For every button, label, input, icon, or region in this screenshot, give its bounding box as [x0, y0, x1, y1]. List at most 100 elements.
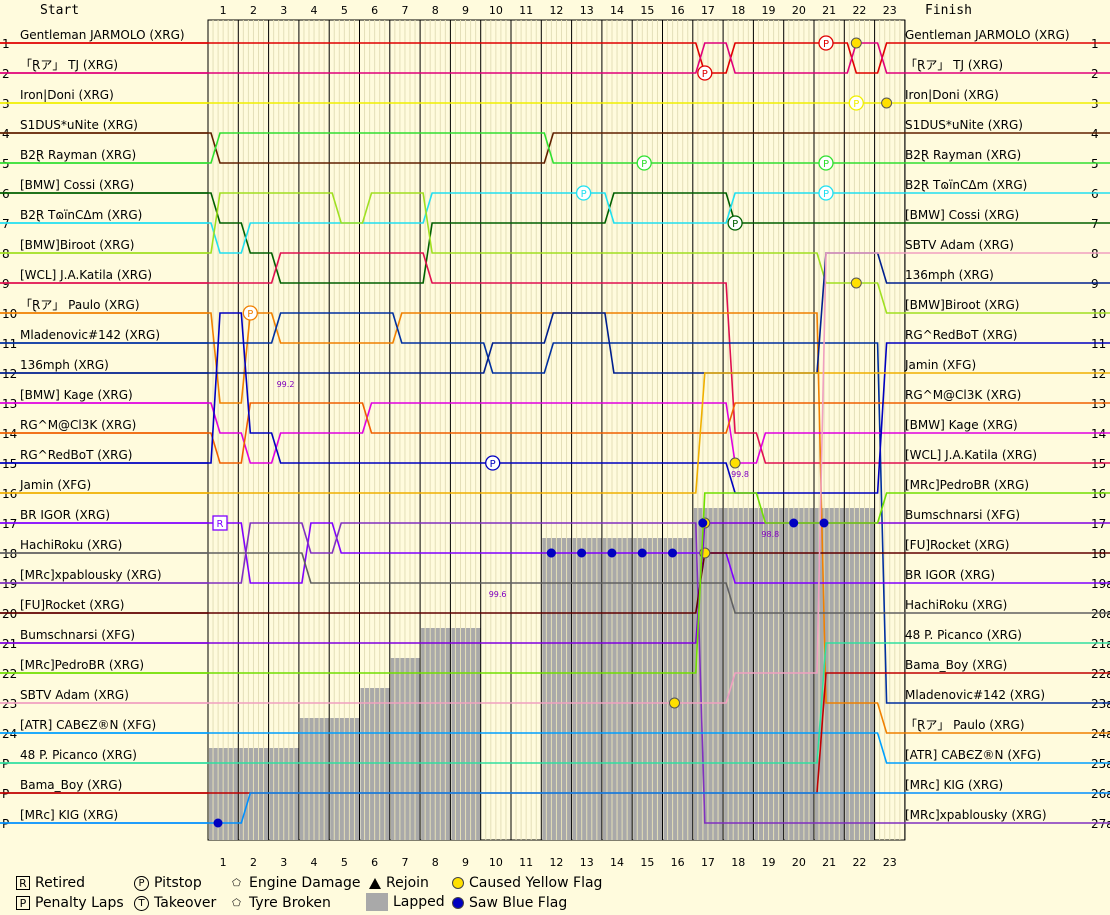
- lap-number-top: 18: [731, 4, 745, 17]
- start-driver-label: [ATR] CABЄZ®N (XFG): [20, 718, 156, 732]
- series-line: [0, 132, 1110, 164]
- position-number-right: 8: [1091, 247, 1099, 261]
- lap-number-bottom: 12: [549, 856, 563, 869]
- start-driver-label: SBTV Adam (XRG): [20, 688, 129, 702]
- position-number-right: 12: [1091, 367, 1106, 381]
- yellow-flag-marker: [850, 277, 862, 289]
- engine-damage-annotation: 99.8: [731, 470, 749, 479]
- lap-number-bottom: 18: [731, 856, 745, 869]
- lap-number-top: 11: [519, 4, 533, 17]
- lap-number-bottom: 7: [401, 856, 408, 869]
- lap-number-top: 23: [883, 4, 897, 17]
- lap-number-bottom: 9: [462, 856, 469, 869]
- finish-driver-label: [MRc]PedroBR (XRG): [905, 478, 1029, 492]
- start-driver-label: S1DUS*uNite (XRG): [20, 118, 138, 132]
- finish-driver-label: [BMW] Cossi (XRG): [905, 208, 1019, 222]
- lap-number-top: 5: [341, 4, 348, 17]
- position-number-right: 23a: [1091, 697, 1110, 711]
- start-driver-label: Iron|Doni (XRG): [20, 88, 114, 102]
- series-line: [0, 732, 1110, 764]
- pitstop-marker-label: P: [702, 69, 708, 80]
- legend-rejoin: Rejoin: [369, 875, 429, 891]
- lap-number-bottom: 14: [610, 856, 624, 869]
- pitstop-marker: [727, 215, 743, 231]
- position-number-left: 2: [2, 67, 10, 81]
- pitstop-marker: [636, 155, 652, 171]
- lap-number-bottom: 8: [432, 856, 439, 869]
- lap-number-top: 17: [701, 4, 715, 17]
- series-line: [0, 42, 1110, 74]
- finish-driver-label: Bama_Boy (XRG): [905, 658, 1007, 672]
- position-number-left: 16: [2, 487, 17, 501]
- position-number-right: 18: [1091, 547, 1106, 561]
- yellow-flag-icon: [452, 877, 464, 889]
- position-number-left: 21: [2, 637, 17, 651]
- lap-number-bottom: 20: [792, 856, 806, 869]
- legend-yellow: Caused Yellow Flag: [452, 875, 602, 891]
- start-driver-label: RG^RedBoT (XRG): [20, 448, 132, 462]
- blue-flag-marker: [789, 518, 799, 528]
- finish-driver-label: B2Ɽ TɷïnCΔm (XRG): [905, 178, 1027, 192]
- finish-driver-label: [ATR] CABЄZ®N (XFG): [905, 748, 1041, 762]
- lap-number-bottom: 2: [250, 856, 257, 869]
- lap-number-top: 21: [822, 4, 836, 17]
- pitstop-marker-label: P: [490, 459, 496, 470]
- legend-tyre: ⬠ Tyre Broken: [229, 895, 331, 911]
- pitstop-marker: [242, 305, 258, 321]
- takeover-icon: T: [134, 895, 149, 911]
- finish-driver-label: HachiRoku (XRG): [905, 598, 1007, 612]
- position-number-right: 9: [1091, 277, 1099, 291]
- yellow-flag-marker: [850, 37, 862, 49]
- lap-number-top: 4: [311, 4, 318, 17]
- blue-flag-marker: [698, 518, 708, 528]
- series-line: [0, 792, 1110, 824]
- legend-label: Rejoin: [386, 875, 429, 891]
- retired-marker-label: R: [217, 519, 224, 530]
- start-driver-label: 48 P. Picanco (XRG): [20, 748, 137, 762]
- start-driver-label: 「Ɽア」 Paulo (XRG): [20, 298, 140, 312]
- position-number-right: 1: [1091, 37, 1099, 51]
- position-number-right: 14: [1091, 427, 1106, 441]
- lap-number-top: 3: [280, 4, 287, 17]
- finish-driver-label: S1DUS*uNite (XRG): [905, 118, 1023, 132]
- start-driver-label: 136mph (XRG): [20, 358, 109, 372]
- lap-chart-svg: Start Finish11223344556677889910101111121…: [0, 3, 1110, 869]
- pitstop-marker: [818, 155, 834, 171]
- blue-flag-marker: [637, 548, 647, 558]
- position-number-right: 11: [1091, 337, 1106, 351]
- lap-number-top: 8: [432, 4, 439, 17]
- start-driver-label: [BMW] Cossi (XRG): [20, 178, 134, 192]
- lap-number-top: 6: [371, 4, 378, 17]
- position-number-right: 4: [1091, 127, 1099, 141]
- position-number-left: P: [2, 787, 9, 801]
- finish-driver-label: [WCL] J.A.Katila (XRG): [905, 448, 1037, 462]
- penalty-laps-icon: P: [16, 896, 30, 910]
- series-line: [0, 192, 1110, 254]
- lapped-swatch: [366, 893, 388, 911]
- position-number-right: 19a: [1091, 577, 1110, 591]
- start-driver-label: [BMW] Kage (XRG): [20, 388, 133, 402]
- start-driver-label: HachiRoku (XRG): [20, 538, 122, 552]
- series-line: [0, 42, 1110, 74]
- start-driver-label: [MRc] KIG (XRG): [20, 808, 118, 822]
- position-number-left: 4: [2, 127, 10, 141]
- series-line: [0, 402, 1110, 464]
- legend-label: Retired: [35, 875, 86, 891]
- blue-flag-marker: [577, 548, 587, 558]
- position-number-left: 17: [2, 517, 17, 531]
- position-number-left: 19: [2, 577, 17, 591]
- series-line: [0, 522, 1110, 824]
- blue-flag-marker: [213, 818, 223, 828]
- series-line: [0, 312, 1110, 734]
- position-number-right: 5: [1091, 157, 1099, 171]
- position-number-left: 6: [2, 187, 10, 201]
- lap-number-top: 2: [250, 4, 257, 17]
- engine-damage-annotation: 99.6: [489, 590, 507, 599]
- start-driver-label: [WCL] J.A.Katila (XRG): [20, 268, 152, 282]
- finish-driver-label: [BMW]Biroot (XRG): [905, 298, 1019, 312]
- series-line: [0, 312, 1110, 704]
- start-driver-label: B2Ɽ TɷïnCΔm (XRG): [20, 208, 142, 222]
- pitstop-marker: [818, 35, 834, 51]
- yellow-flag-marker: [669, 697, 680, 709]
